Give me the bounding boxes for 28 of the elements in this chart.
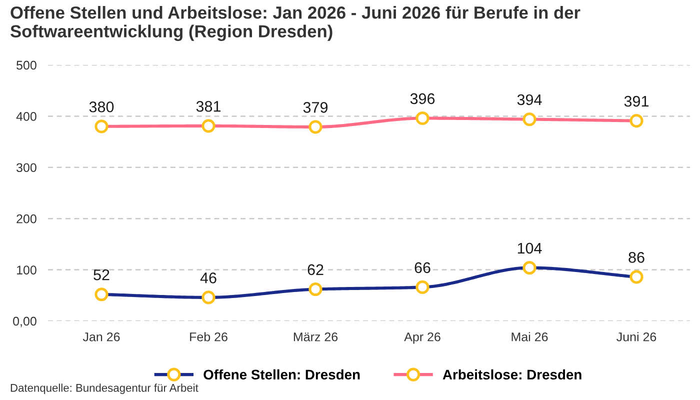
y-tick-label: 400 bbox=[16, 112, 36, 121]
text: Datenquelle: Bundesagentur für Arbeit bbox=[10, 384, 198, 394]
y-tick-label: 500 bbox=[16, 60, 36, 70]
x-tick-label: Apr 26 bbox=[404, 332, 440, 344]
data-label: 379 bbox=[303, 102, 328, 113]
y-tick-label: 200 bbox=[16, 214, 36, 224]
data-label: 86 bbox=[628, 252, 644, 263]
data-label: 396 bbox=[410, 93, 435, 104]
data-label: 66 bbox=[414, 262, 430, 274]
x-tick-label: Mai 26 bbox=[512, 332, 548, 342]
legend-label: Offene Stellen: Dresden bbox=[204, 369, 360, 380]
data-label: 104 bbox=[518, 242, 542, 254]
data-label: 52 bbox=[94, 269, 110, 280]
data-label: 46 bbox=[200, 272, 216, 284]
x-tick-label: Juni 26 bbox=[616, 332, 656, 342]
legend-label: Arbeitslose: Dresden bbox=[442, 369, 582, 380]
y-tick-label: 100 bbox=[16, 266, 36, 274]
x-tick-label: März 26 bbox=[294, 332, 338, 342]
x-tick-label: Jan 26 bbox=[82, 332, 120, 342]
data-label: 380 bbox=[89, 101, 114, 112]
x-tick-label: Feb 26 bbox=[190, 332, 228, 342]
chart-title: Offene Stellen und Arbeitslose: Jan 2026 - Juni 2026 für Berufe in der Softwareentwicklung (Region Dresden) bbox=[10, 6, 580, 41]
y-tick-label: 0,00 bbox=[13, 316, 36, 328]
data-label: 381 bbox=[196, 100, 220, 112]
data-label: 391 bbox=[624, 96, 648, 107]
y-tick-label: 300 bbox=[16, 163, 36, 172]
data-label: 62 bbox=[308, 264, 324, 276]
data-label: 394 bbox=[517, 94, 542, 106]
